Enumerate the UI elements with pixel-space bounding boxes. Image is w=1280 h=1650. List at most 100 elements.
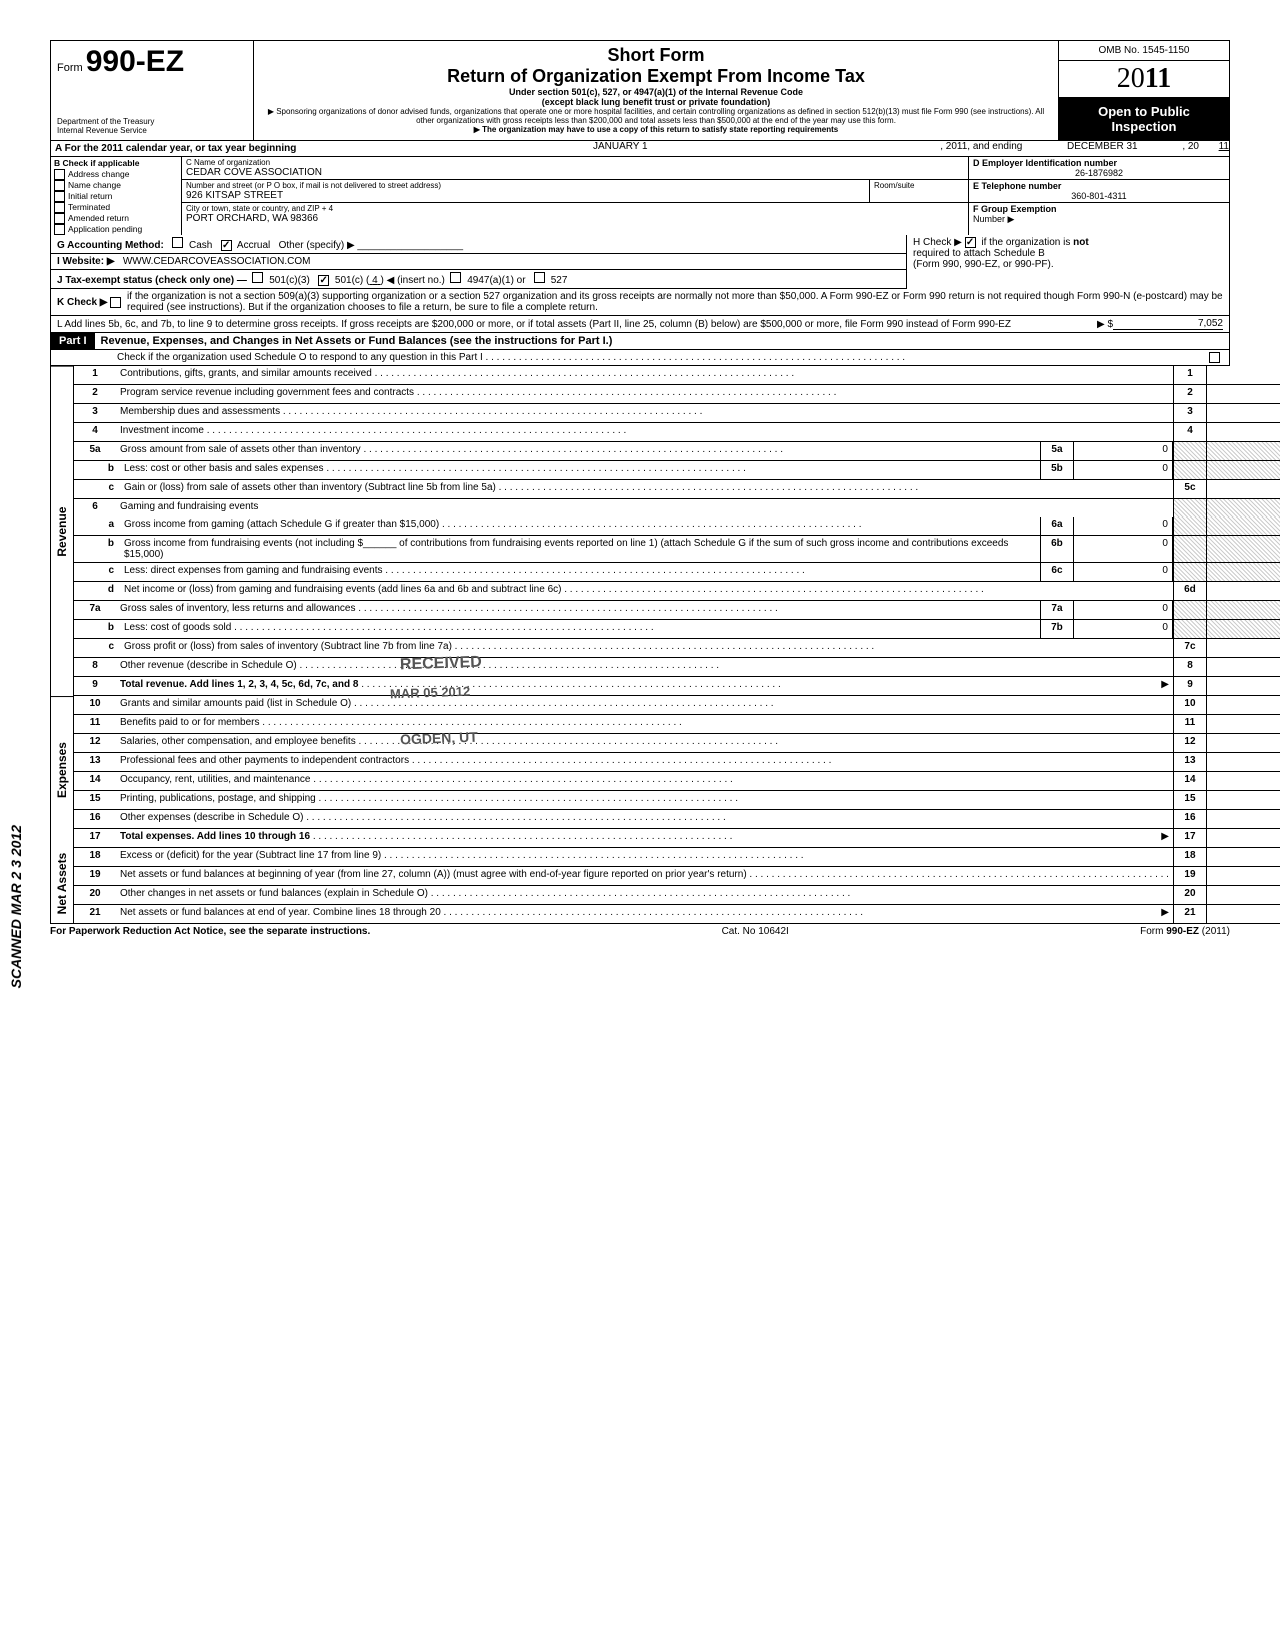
col-c: C Name of organization CEDAR COVE ASSOCI… (182, 157, 969, 235)
l6b-t1: Gross income from fundraising events (no… (124, 538, 363, 549)
header-right: OMB No. 1545-1150 2011 Open to Public In… (1058, 41, 1229, 140)
accrual-label: Accrual (237, 240, 270, 251)
row-h: H Check ▶ if the organization is not req… (906, 235, 1229, 289)
subtitle-1: Under section 501(c), 527, or 4947(a)(1)… (264, 87, 1048, 97)
line-10: 10 Grants and similar amounts paid (list… (74, 696, 1280, 715)
chk-527[interactable] (534, 272, 545, 283)
chk-pending[interactable] (54, 224, 65, 235)
g-label: G Accounting Method: (57, 240, 164, 251)
l-arrow: ▶ $ (1097, 319, 1113, 330)
line-16: 16 Other expenses (describe in Schedule … (74, 810, 1280, 829)
line-5a: 5a Gross amount from sale of assets othe… (74, 442, 1280, 461)
line-5b: b Less: cost or other basis and sales ex… (74, 461, 1280, 480)
year-prefix: 20 (1117, 63, 1145, 94)
stamp-scanned: SCANNED MAR 2 3 2012 (8, 825, 24, 988)
addr-label: Number and street (or P O box, if mail i… (186, 181, 865, 190)
h-text2: if the organization is (981, 237, 1070, 248)
col-b-header: B Check if applicable (51, 157, 181, 169)
row-l: L Add lines 5b, 6c, and 7b, to line 9 to… (50, 316, 1230, 333)
header-center: Short Form Return of Organization Exempt… (254, 41, 1058, 140)
subtitle-3: ▶ Sponsoring organizations of donor advi… (264, 107, 1048, 125)
page-footer: For Paperwork Reduction Act Notice, see … (50, 924, 1230, 939)
cash-label: Cash (189, 240, 212, 251)
line-19: 19 Net assets or fund balances at beginn… (74, 867, 1280, 886)
line-18: 18 Excess or (deficit) for the year (Sub… (74, 848, 1280, 867)
line-7b: b Less: cost of goods sold 7b 0 (74, 620, 1280, 639)
open-public: Open to Public Inspection (1059, 98, 1229, 140)
year-20: , 20 (1182, 141, 1199, 156)
row-i: I Website: ▶ WWW.CEDARCOVEASSOCIATION.CO… (51, 254, 906, 270)
opt-501c-end: ) ◀ (insert no.) (381, 275, 445, 286)
k-label: K Check ▶ (57, 297, 107, 308)
form-number: 990-EZ (86, 45, 184, 78)
opt-4947: 4947(a)(1) or (467, 275, 525, 286)
opt-name-change: Name change (68, 180, 121, 191)
l-value: 7,052 (1113, 318, 1223, 330)
line-17: 17 Total expenses. Add lines 10 through … (74, 829, 1280, 848)
line-6: 6 Gaming and fundraising events (74, 499, 1280, 517)
dept-irs: Internal Revenue Service (57, 127, 247, 136)
footer-center: Cat. No 10642I (722, 926, 789, 937)
line-1: 1 Contributions, gifts, grants, and simi… (74, 366, 1280, 385)
opt-terminated: Terminated (68, 202, 110, 213)
chk-501c3[interactable] (252, 272, 263, 283)
l17-text: Total expenses. Add lines 10 through 16 (120, 831, 310, 842)
line-8: 8 Other revenue (describe in Schedule O)… (74, 658, 1280, 677)
group-exemption-number: Number ▶ (973, 214, 1014, 224)
chk-k[interactable] (110, 297, 121, 308)
part-1-title: Revenue, Expenses, and Changes in Net As… (95, 335, 613, 347)
chk-schedule-b-not-required[interactable] (965, 237, 976, 248)
chk-initial-return[interactable] (54, 191, 65, 202)
main-title: Return of Organization Exempt From Incom… (264, 66, 1048, 87)
ein-label: D Employer Identification number (973, 158, 1225, 168)
info-grid: B Check if applicable Address change Nam… (50, 157, 1230, 235)
form-header: Form 990-EZ Department of the Treasury I… (50, 40, 1230, 141)
rows-ghij: G Accounting Method: Cash Accrual Other … (50, 235, 1230, 289)
chk-cash[interactable] (172, 237, 183, 248)
chk-amended[interactable] (54, 213, 65, 224)
h-check-label: H Check ▶ (913, 237, 962, 248)
website-value: WWW.CEDARCOVEASSOCIATION.COM (123, 256, 311, 267)
line-12: 12 Salaries, other compensation, and emp… (74, 734, 1280, 753)
line-4: 4 Investment income 4 204 (74, 423, 1280, 442)
j-label: J Tax-exempt status (check only one) — (57, 275, 247, 286)
line-6d: d Net income or (loss) from gaming and f… (74, 582, 1280, 601)
chk-schedule-o[interactable] (1209, 352, 1220, 363)
row-j: J Tax-exempt status (check only one) — 5… (51, 270, 906, 289)
line-13: 13 Professional fees and other payments … (74, 753, 1280, 772)
room-label: Room/suite (874, 181, 964, 190)
chk-address-change[interactable] (54, 169, 65, 180)
l-text: L Add lines 5b, 6c, and 7b, to line 9 to… (57, 319, 1097, 330)
group-exemption-label: F Group Exemption (973, 204, 1057, 214)
line-2: 2 Program service revenue including gove… (74, 385, 1280, 404)
chk-501c[interactable] (318, 275, 329, 286)
opt-initial-return: Initial return (68, 191, 112, 202)
line-6c: c Less: direct expenses from gaming and … (74, 563, 1280, 582)
line-20: 20 Other changes in net assets or fund b… (74, 886, 1280, 905)
year-yy: 11 (1199, 141, 1229, 156)
line-5c: c Gain or (loss) from sale of assets oth… (74, 480, 1280, 499)
col-de: D Employer Identification number 26-1876… (969, 157, 1229, 235)
subtitle-4: ▶ The organization may have to use a cop… (264, 125, 1048, 134)
open-public-2: Inspection (1063, 119, 1225, 134)
opt-pending: Application pending (68, 224, 142, 235)
line-11: 11 Benefits paid to or for members 11 0 (74, 715, 1280, 734)
chk-name-change[interactable] (54, 180, 65, 191)
k-text: if the organization is not a section 509… (127, 291, 1223, 313)
h-text5: (Form 990, 990-EZ, or 990-PF). (913, 259, 1054, 270)
tax-year: 2011 (1059, 61, 1229, 98)
footer-right: Form 990-EZ (2011) (1140, 926, 1230, 937)
year-begin: JANUARY 1 (300, 141, 940, 156)
side-netassets: Net Assets (51, 843, 73, 923)
part-1-label: Part I (51, 333, 95, 349)
l9-text: Total revenue. Add lines 1, 2, 3, 4, 5c,… (120, 679, 358, 690)
chk-accrual[interactable] (221, 240, 232, 251)
chk-terminated[interactable] (54, 202, 65, 213)
col-b: B Check if applicable Address change Nam… (51, 157, 182, 235)
opt-amended: Amended return (68, 213, 129, 224)
opt-address-change: Address change (68, 169, 129, 180)
year-end: DECEMBER 31 (1022, 141, 1182, 156)
ein-value: 26-1876982 (973, 168, 1225, 178)
chk-4947[interactable] (450, 272, 461, 283)
line-15: 15 Printing, publications, postage, and … (74, 791, 1280, 810)
